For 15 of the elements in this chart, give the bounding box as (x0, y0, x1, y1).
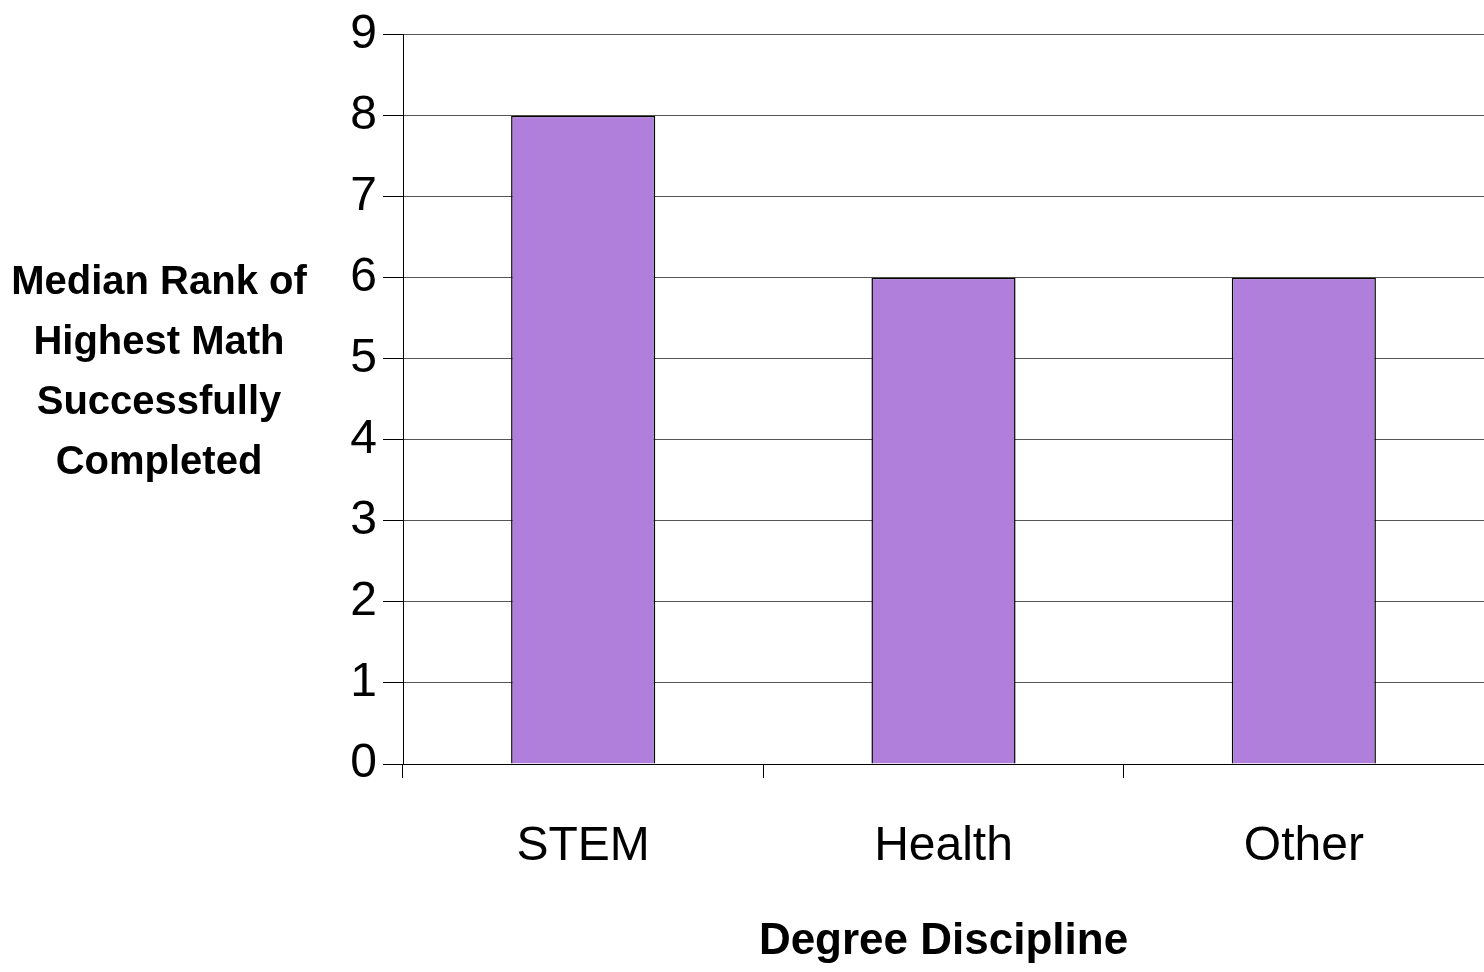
y-tick-label: 6 (350, 248, 377, 302)
y-axis-title: Median Rank of Highest Math Successfully Completed (10, 257, 308, 484)
x-axis-title: Degree Discipline (758, 913, 1129, 963)
x-tick-label: STEM (516, 817, 650, 871)
x-tick-label: Health (874, 817, 1013, 871)
y-tick-label: 7 (350, 167, 377, 221)
y-tick-label: 3 (350, 491, 377, 545)
y-tick-label: 4 (350, 410, 377, 464)
y-tick-label: 2 (350, 572, 377, 626)
y-tick-label: 0 (350, 734, 377, 788)
y-tick-label: 1 (350, 653, 377, 707)
y-tick-label: 9 (350, 5, 377, 59)
x-tick-label: Other (1243, 817, 1364, 871)
y-tick-label: 5 (350, 329, 377, 383)
y-tick-label: 8 (350, 86, 377, 140)
